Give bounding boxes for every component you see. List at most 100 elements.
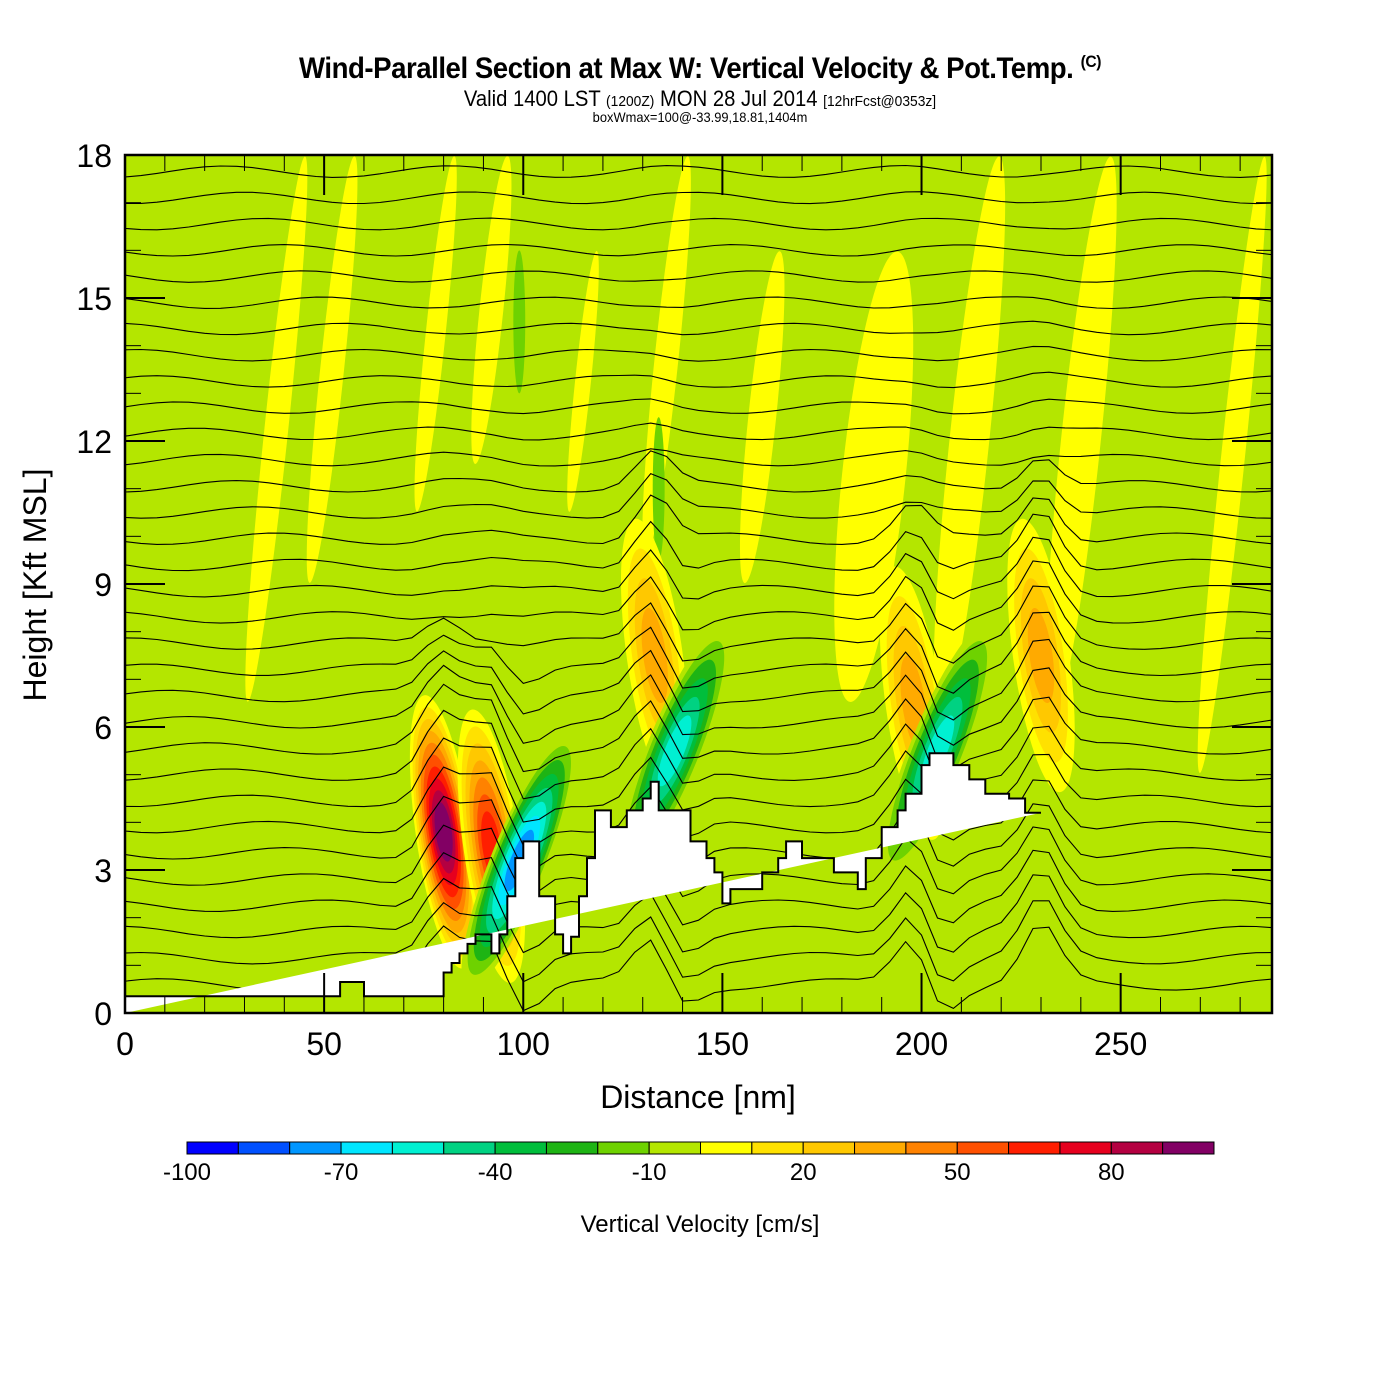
weak-updraft-streak: [1197, 156, 1267, 773]
isentrope-line: [125, 345, 1272, 362]
isentrope-line: [125, 320, 1272, 336]
isentrope-line: [125, 664, 1272, 746]
x-tick-label: 0: [116, 1026, 134, 1062]
title-text: Wind-Parallel Section at Max W: Vertical…: [299, 52, 1074, 85]
x-tick-label: 50: [306, 1026, 342, 1062]
weak-downdraft-streak: [652, 417, 665, 561]
colorbar-segment: [494, 1141, 547, 1155]
weak-updraft-streak: [834, 251, 914, 702]
isentrope-line: [125, 683, 1272, 773]
colorbar-tick-label: 20: [790, 1159, 817, 1186]
isentrope-line: [125, 638, 1272, 721]
isentrope-line: [125, 472, 1272, 519]
box-info: boxWmax=100@-33.99,18.81,1404m: [592, 109, 808, 125]
y-tick-label: 6: [94, 710, 112, 746]
colorbar-segment: [956, 1141, 1010, 1155]
x-tick-label: 200: [895, 1026, 948, 1062]
forecast-info: [12hrFcst@0353z]: [823, 93, 937, 110]
isentrope-line: [125, 243, 1272, 257]
downdraft-contour: [657, 715, 692, 787]
isentrope-line: [125, 191, 1272, 205]
colorbar-segment: [751, 1141, 804, 1155]
weak-updraft-streak: [414, 155, 457, 512]
colorbar-segment: [1008, 1141, 1061, 1155]
colorbar-tick-label: -10: [632, 1159, 667, 1186]
updraft-contour: [434, 802, 453, 862]
isentrope-line: [125, 585, 1272, 664]
colorbar-segment: [854, 1141, 907, 1155]
colorbar-segment: [340, 1141, 393, 1155]
isentrope-line: [125, 270, 1272, 283]
isentrope-line: [125, 450, 1272, 493]
x-tick-label: 100: [497, 1026, 550, 1062]
colorbar-label: Vertical Velocity [cm/s]: [581, 1211, 820, 1238]
y-tick-label: 9: [94, 567, 112, 603]
isentrope-line: [125, 513, 1272, 572]
isentrope-line: [125, 448, 1272, 467]
valid-date: MON 28 Jul 2014: [660, 86, 818, 111]
isentrope-line: [125, 296, 1272, 310]
terrain-profile: [124, 752, 1041, 1013]
colorbar-segment: [802, 1141, 856, 1155]
isentrope-line: [125, 494, 1272, 545]
weak-updraft-streak: [1045, 156, 1117, 726]
y-tick-label: 12: [76, 424, 112, 460]
colorbar-segment: [1162, 1141, 1215, 1155]
y-axis-label: Height [Kft MSL]: [17, 469, 53, 702]
chart-subtitle: Valid 1400 LST (1200Z) MON 28 Jul 2014 […: [56, 86, 1344, 112]
y-tick-label: 0: [94, 996, 112, 1032]
isentrope-line: [125, 766, 1272, 847]
weak-updraft-streak: [245, 156, 308, 702]
weak-updraft-streak: [471, 155, 512, 464]
valid-utc: (1200Z): [606, 93, 655, 110]
isentrope-line: [125, 371, 1272, 389]
isentrope-line: [125, 536, 1272, 600]
isentrope-line: [125, 709, 1272, 800]
colorbar-tick-label: -100: [163, 1159, 211, 1186]
x-tick-label: 250: [1094, 1026, 1147, 1062]
weak-updraft-streak: [306, 156, 358, 583]
isentrope-line: [125, 849, 1272, 926]
x-axis-label: Distance [nm]: [600, 1079, 796, 1115]
colorbar-segment: [289, 1141, 342, 1155]
colorbar-tick-label: -70: [324, 1159, 359, 1186]
isentrope-line: [125, 217, 1272, 231]
weak-updraft-streak: [933, 156, 1006, 726]
axis-ticks: [124, 154, 1272, 1014]
isentrope-line: [125, 737, 1272, 823]
weak-updraft-streak: [567, 251, 599, 512]
colorbar-segment: [597, 1141, 650, 1155]
updraft-contour: [641, 607, 668, 704]
y-tick-label: 15: [76, 281, 112, 317]
colorbar-segment: [443, 1141, 496, 1155]
updraft-contour: [1027, 607, 1055, 704]
colorbar-segment: [700, 1141, 753, 1155]
colorbar-segment: [237, 1141, 291, 1155]
isentrope-line: [125, 422, 1272, 441]
colorbar-tick-label: 50: [944, 1159, 971, 1186]
isentrope-line: [125, 874, 1272, 954]
colorbar-segment: [391, 1141, 445, 1155]
isentrope-line: [125, 824, 1272, 898]
x-tick-label: 150: [696, 1026, 749, 1062]
colorbar-tick-labels: -100 -70 -40 -10 20 50 80: [163, 1159, 1125, 1186]
chart-title: Wind-Parallel Section at Max W: Vertical…: [56, 52, 1344, 86]
isentrope-line: [125, 611, 1272, 694]
isentrope-line: [125, 398, 1272, 415]
weak-updraft-streak: [739, 251, 785, 584]
valid-time: Valid 1400 LST: [463, 86, 601, 111]
isentrope-line: [125, 560, 1272, 631]
colorbar-segment: [1110, 1141, 1164, 1155]
y-tick-label: 18: [76, 138, 112, 174]
colorbar-tick-label: -40: [478, 1159, 513, 1186]
colorbar-segment: [1059, 1141, 1112, 1155]
colorbar-segment: [186, 1141, 239, 1155]
colorbar-segment: [545, 1141, 599, 1155]
colorbar: [186, 1141, 1215, 1155]
colorbar-segment: [648, 1141, 702, 1155]
x-tick-labels: 0 50 100 150 200 250: [116, 1026, 1147, 1062]
colorbar-segment: [905, 1141, 958, 1155]
copyright-mark: (C): [1080, 52, 1102, 71]
colorbar-tick-label: 80: [1098, 1159, 1125, 1186]
